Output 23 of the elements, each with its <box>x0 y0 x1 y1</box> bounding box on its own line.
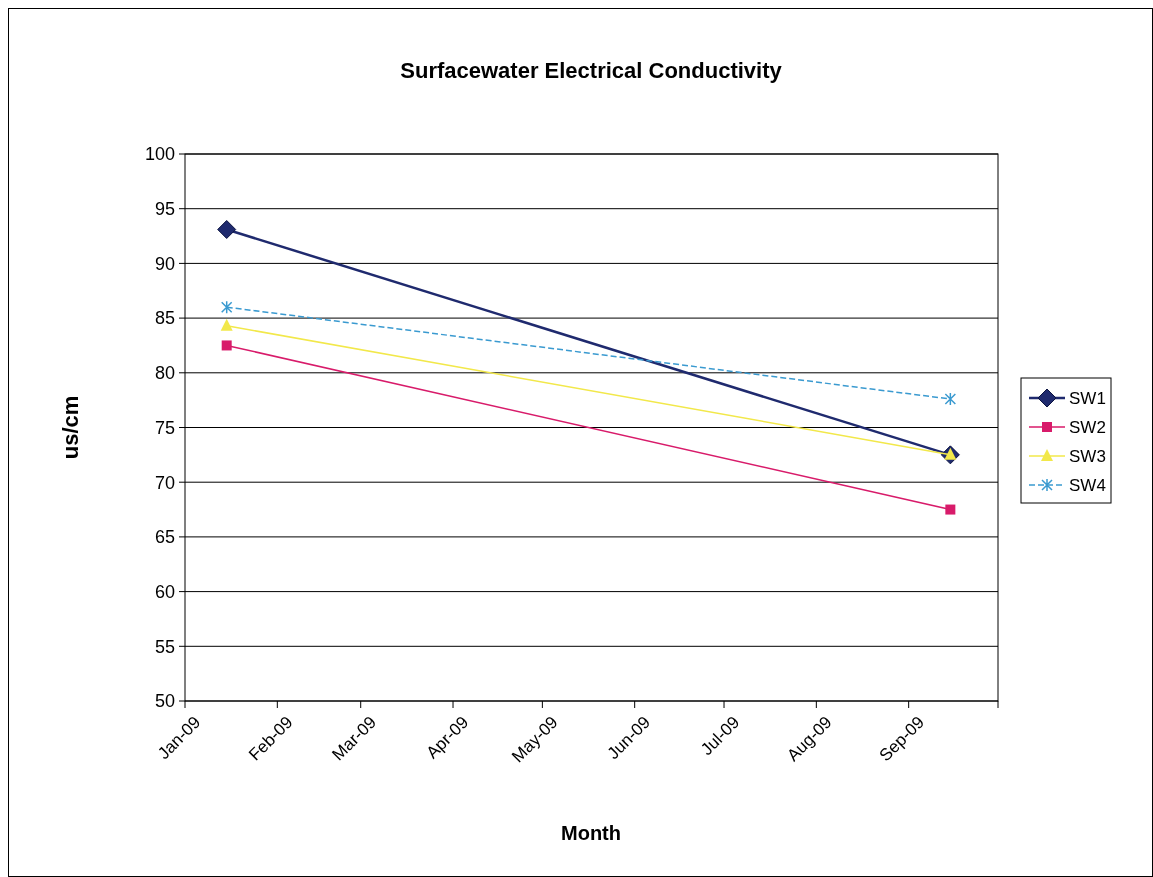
legend-label: SW3 <box>1069 446 1106 466</box>
legend-label: SW4 <box>1069 475 1106 495</box>
point <box>220 300 233 314</box>
point <box>944 392 957 406</box>
y-tick-label: 85 <box>154 308 175 329</box>
y-tick-label: 50 <box>154 691 175 712</box>
legend-label: SW1 <box>1069 388 1106 408</box>
point <box>217 219 237 239</box>
y-tick-label: 75 <box>154 417 175 438</box>
point <box>945 504 956 515</box>
legend-label: SW2 <box>1069 417 1106 437</box>
y-tick-label: 55 <box>154 636 175 657</box>
y-tick-label: 95 <box>154 199 175 219</box>
point <box>221 340 232 351</box>
y-tick-label: 65 <box>154 527 175 548</box>
y-axis-title: us/cm <box>58 395 83 460</box>
y-tick-label: 70 <box>154 472 175 493</box>
y-tick-label: 90 <box>154 253 175 274</box>
chart-title: Surfacewater Electrical Conductivity <box>400 58 783 83</box>
x-axis-title: Month <box>561 822 621 844</box>
y-tick-label: 80 <box>154 363 175 384</box>
y-tick-label: 100 <box>144 144 175 165</box>
y-tick-label: 60 <box>154 581 175 602</box>
